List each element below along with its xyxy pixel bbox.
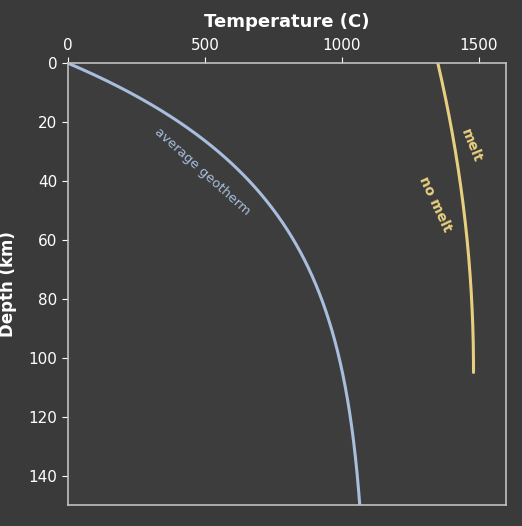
X-axis label: Temperature (C): Temperature (C) (204, 13, 370, 31)
Text: melt: melt (458, 127, 484, 165)
Text: no melt: no melt (416, 175, 454, 235)
Y-axis label: Depth (km): Depth (km) (0, 231, 17, 337)
Text: average geotherm: average geotherm (152, 126, 253, 218)
